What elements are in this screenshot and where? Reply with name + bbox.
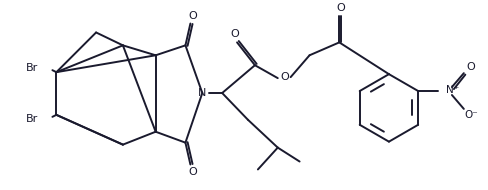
Text: O: O (187, 167, 196, 177)
Text: Br: Br (26, 114, 39, 124)
Text: O: O (280, 72, 288, 82)
Text: O: O (466, 62, 474, 72)
Text: O: O (187, 11, 196, 21)
Text: O: O (230, 29, 239, 40)
Text: N⁺: N⁺ (445, 85, 458, 95)
Text: Br: Br (26, 63, 39, 73)
Text: N: N (198, 88, 206, 98)
Text: O⁻: O⁻ (463, 110, 477, 120)
Text: O: O (335, 3, 344, 13)
